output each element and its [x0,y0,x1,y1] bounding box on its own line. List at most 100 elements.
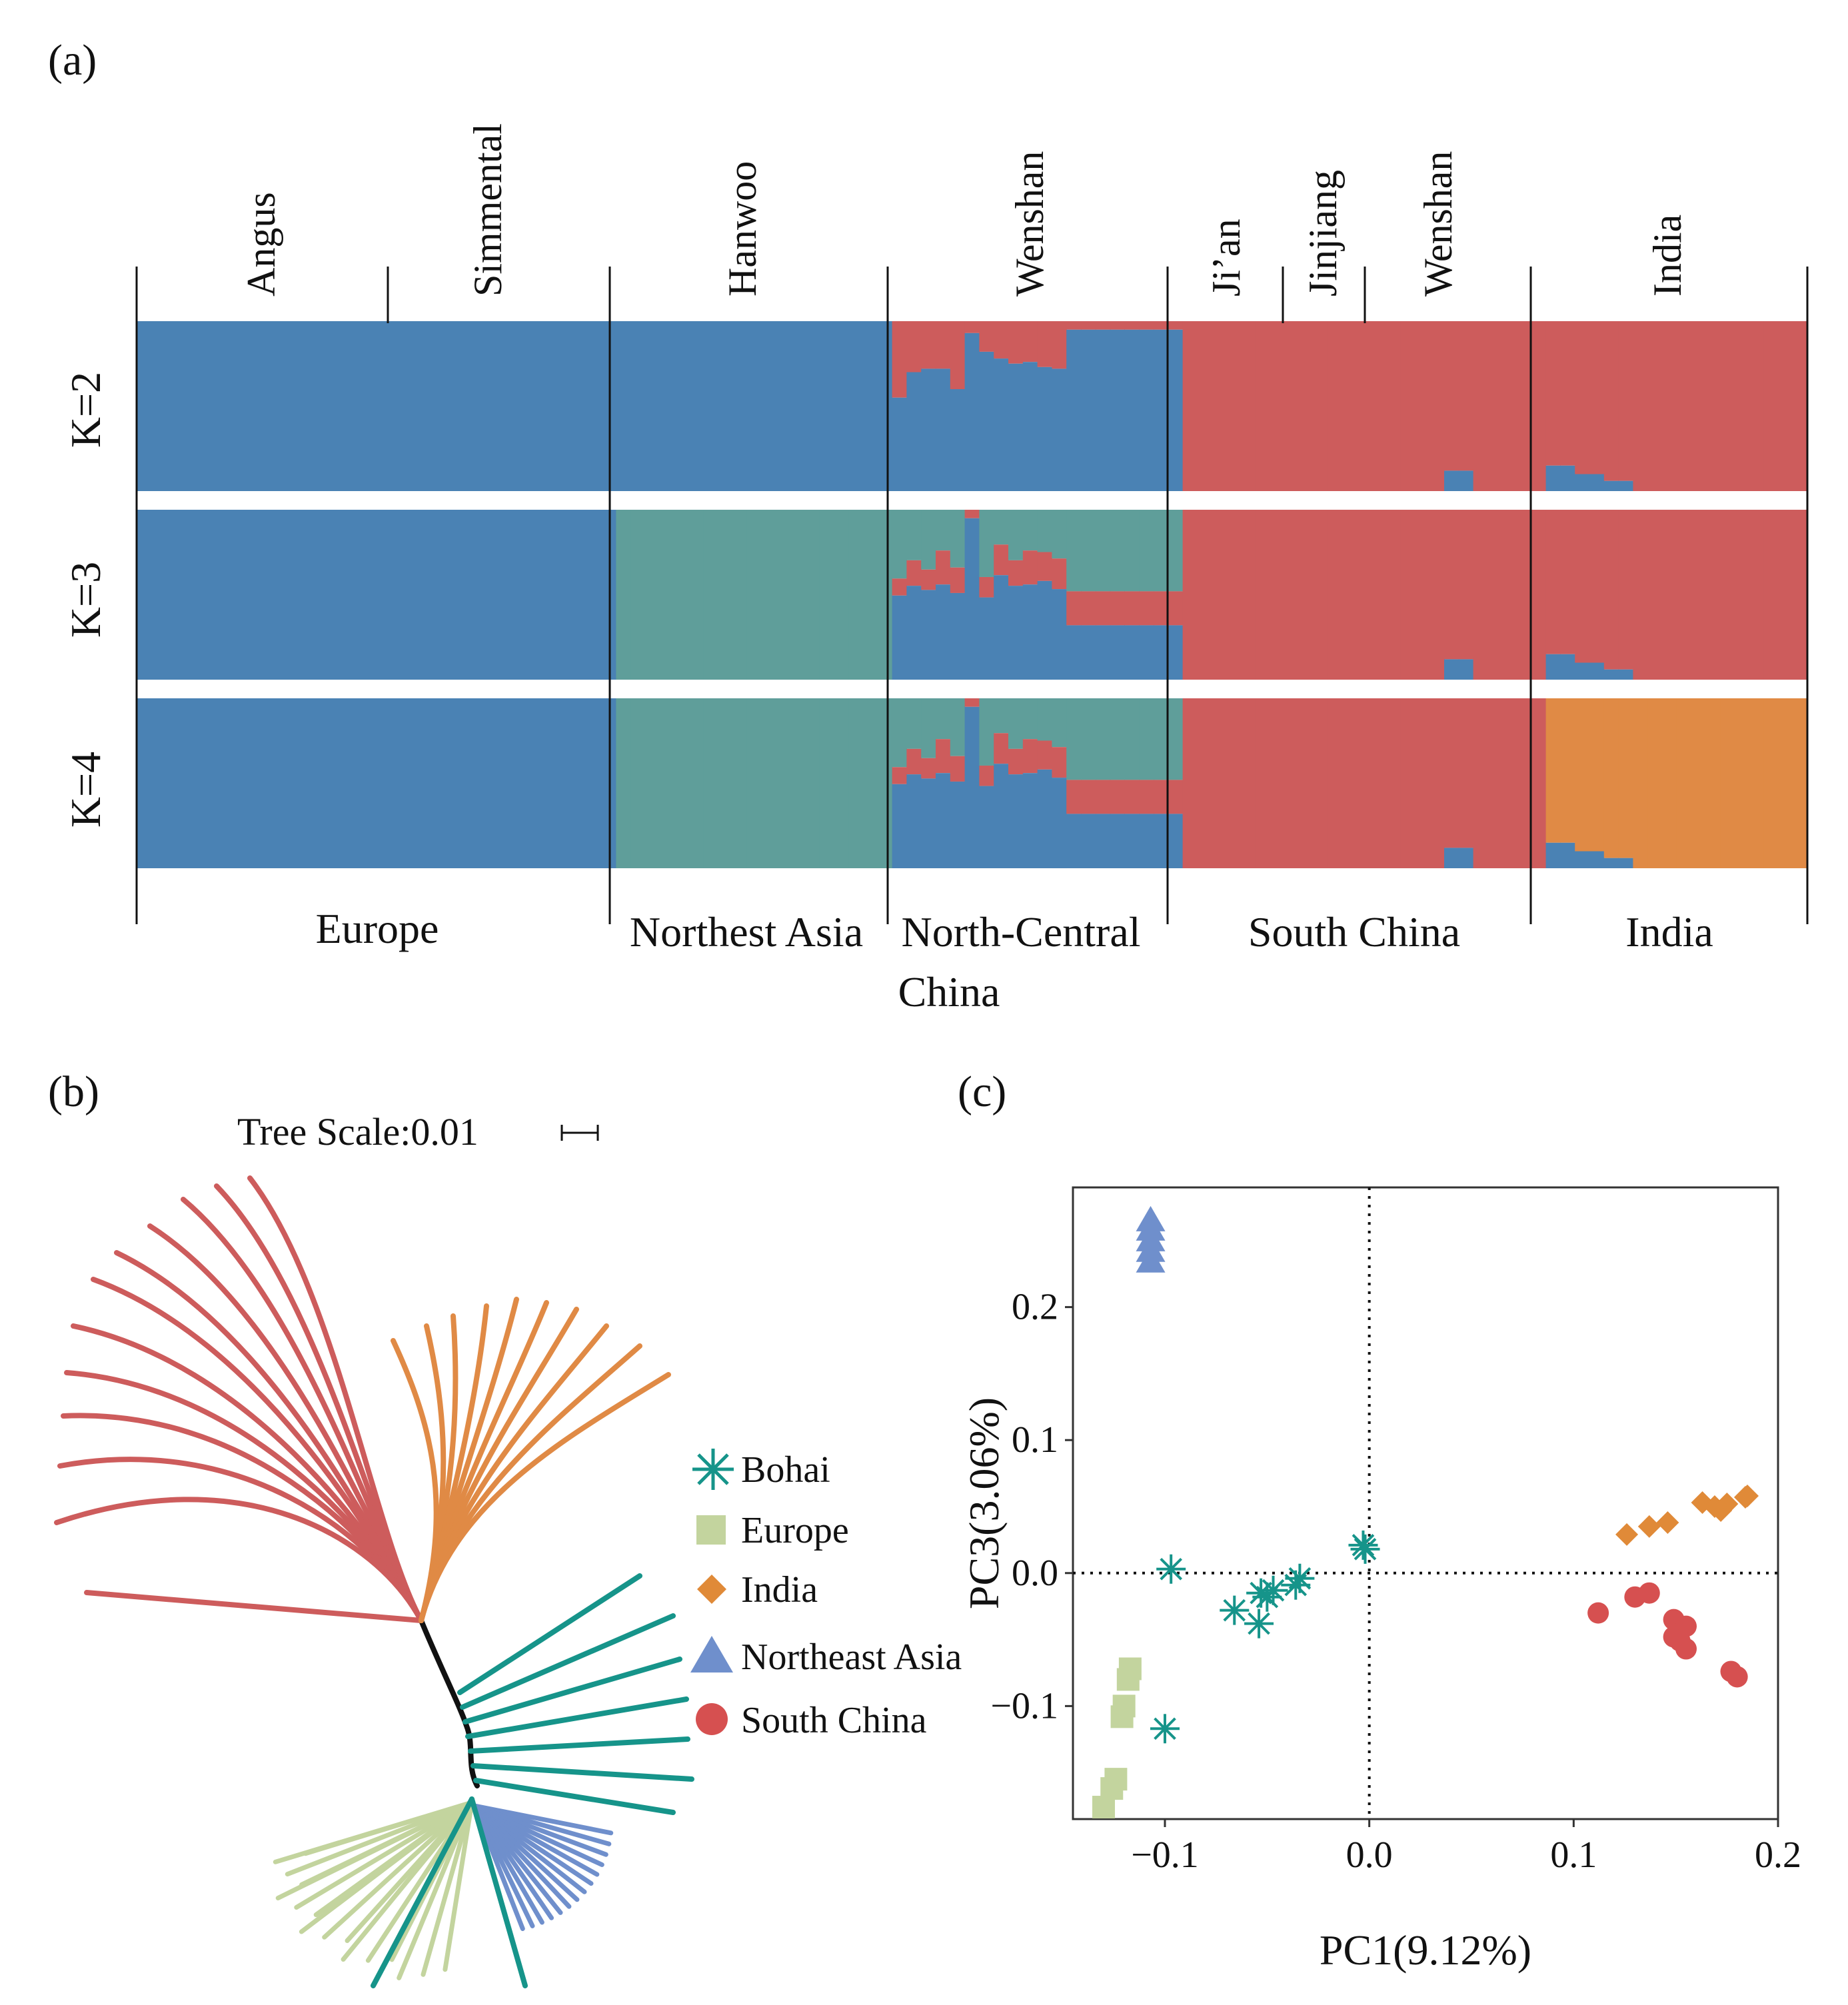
admixture-segment [1633,698,1648,868]
admixture-segment [1255,510,1270,680]
admixture-segment [1139,780,1154,814]
admixture-segment [892,397,907,491]
admixture-segment [180,698,195,868]
tree-branch-europe [285,1800,474,1877]
admixture-segment [776,698,791,868]
admixture-segment [659,321,675,491]
admixture-segment [979,786,994,868]
admixture-segment [1081,625,1096,680]
admixture-segment [500,510,515,680]
admixture-segment [1022,584,1038,680]
legend-europe: Europe [696,1510,849,1551]
admixture-segment [848,510,864,680]
admixture-segment [703,698,718,868]
admixture-segment [936,510,951,551]
admixture-segment [616,321,631,491]
admixture-segment [1124,698,1140,780]
admixture-segment [1778,321,1793,491]
admixture-segment [1647,321,1663,491]
y-tick-label: −0.1 [990,1685,1058,1726]
admixture-segment [630,321,646,491]
admixture-segment [1705,510,1721,680]
admixture-segment [470,510,486,680]
admixture-segment [1545,510,1561,654]
admixture-segment [718,698,733,868]
admixture-segment [282,321,297,491]
admixture-segment [1022,698,1038,740]
admixture-segment [1052,368,1067,491]
admixture-segment [1066,814,1082,868]
admixture-segment [1008,321,1024,364]
admixture-segment [834,321,849,491]
admixture-segment [688,698,704,868]
admixture-segment [1458,659,1474,680]
admixture-segment [979,597,994,680]
k-labels: K=2 K=3 K=4 [62,372,109,828]
admixture-segment [1299,698,1314,868]
pca-point-bohai [1350,1534,1380,1564]
admixture-segment [1110,698,1125,780]
admixture-segment [936,584,951,680]
pca-point-bohai [1348,1530,1378,1560]
admixture-segment [355,698,370,868]
admixture-segment [1691,321,1706,491]
label-india-top: India [1645,215,1689,297]
tree-scale-bar [560,1125,599,1141]
admixture-segment [1110,321,1125,330]
tree-branch-northeast-asia [472,1803,525,1931]
pca-point-europe [1116,1668,1140,1691]
admixture-segment [500,321,515,491]
admixture-segment [921,778,936,868]
admixture-segment [1749,698,1765,868]
admixture-segment [848,321,864,491]
y-tick-label: 0.0 [1012,1553,1058,1594]
admixture-segment [572,510,588,680]
admixture-segment [1052,698,1067,748]
admixture-segment [1037,769,1052,868]
admixture-segment [1517,698,1532,868]
admixture-segment [1575,474,1590,491]
admixture-segment [355,510,370,680]
admixture-segment [413,510,428,680]
tree-branch-europe [345,1800,474,1943]
admixture-segment [1226,321,1242,491]
pca-point-india [1715,1492,1739,1515]
admixture-segment [209,510,225,680]
admixture-segment [1400,698,1415,868]
admixture-segment [1197,698,1212,868]
admixture-segment [1313,510,1329,680]
admixture-segment [1124,321,1140,330]
admixture-segment [1154,510,1169,592]
admixture-segment [1154,814,1169,868]
admixture-segment [209,321,225,491]
admixture-segment [1037,321,1052,367]
admixture-segment [718,321,733,491]
admixture-segment [1618,480,1633,491]
admixture-segment [1197,510,1212,680]
admixture-segment [790,698,806,868]
admixture-segment [1154,780,1169,814]
pca-point-bohai [1156,1554,1186,1584]
admixture-segment [282,698,297,868]
admixture-segment [1575,851,1590,868]
admixture-segment [819,698,834,868]
admixture-segment [994,358,1009,491]
admixture-segment [863,510,878,680]
x-tick-label: 0.2 [1755,1834,1801,1876]
admixture-segment [1400,321,1415,491]
admixture-segment [1720,698,1735,868]
y-tick-label: 0.1 [1012,1419,1058,1461]
admixture-segment [514,698,530,868]
admixture-segment [1560,698,1575,843]
admixture-segment [1066,698,1082,780]
admixture-segment [1139,814,1154,868]
admixture-segment [1720,510,1735,680]
admixture-segment [994,321,1009,359]
admixture-segment [1429,698,1445,868]
pca-point-northeast-asia [1136,1247,1166,1273]
admixture-segment [253,321,268,491]
admixture-segment [906,586,922,680]
admixture-segment [441,321,457,491]
admixture-segment [165,510,181,680]
admixture-segment [558,698,573,868]
